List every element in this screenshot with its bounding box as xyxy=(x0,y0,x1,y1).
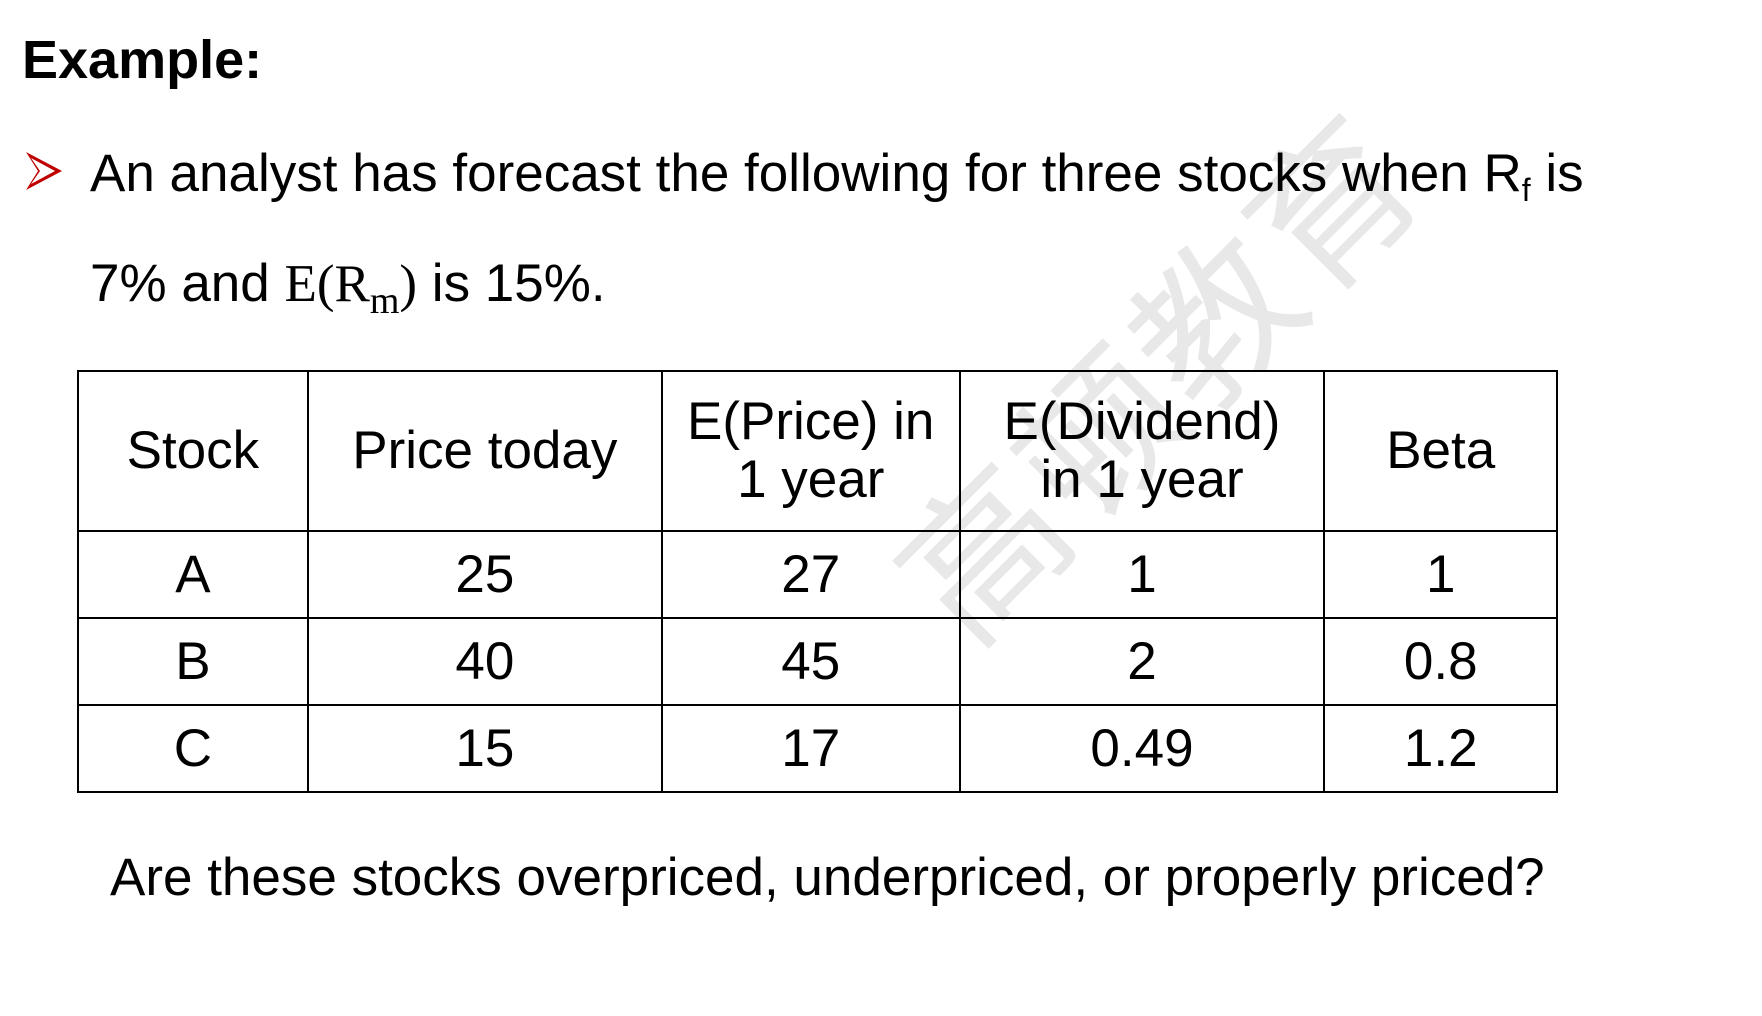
cell-stock: C xyxy=(77,704,309,793)
cell-expected-price: 27 xyxy=(660,530,961,619)
header-expected-price-line2: 1 year xyxy=(737,450,885,509)
table-header-row: Stock Price today E(Price) in 1 year E(Di… xyxy=(77,370,1558,532)
cell-stock: B xyxy=(77,617,309,706)
header-price-today: Price today xyxy=(306,370,663,532)
header-expected-price-line1: E(Price) in xyxy=(687,392,935,451)
bullet-text-line-2: 7% and E(Rm) is 15%. xyxy=(90,252,606,322)
cell-beta: 1.2 xyxy=(1323,704,1558,793)
cell-price-today: 25 xyxy=(306,530,663,619)
expected-market-return-open: E(R xyxy=(284,255,370,313)
cell-expected-price: 45 xyxy=(660,617,961,706)
cell-beta: 0.8 xyxy=(1323,617,1558,706)
cell-price-today: 40 xyxy=(306,617,663,706)
stock-forecast-table: Stock Price today E(Price) in 1 year E(Di… xyxy=(77,370,1558,793)
bullet-line2-suffix: is 15%. xyxy=(417,254,606,313)
cell-price-today: 15 xyxy=(306,704,663,793)
rm-subscript: m xyxy=(369,280,400,322)
expected-market-return-close: ) xyxy=(399,255,418,313)
header-expected-dividend: E(Dividend) in 1 year xyxy=(958,370,1326,532)
table-row: A 25 27 1 1 xyxy=(77,530,1558,619)
cell-stock: A xyxy=(77,530,309,619)
slide-title: Example: xyxy=(22,30,263,90)
table-row: C 15 17 0.49 1.2 xyxy=(77,704,1558,793)
header-expected-dividend-line2: in 1 year xyxy=(1040,450,1244,509)
cell-expected-price: 17 xyxy=(660,704,961,793)
rf-subscript: f xyxy=(1521,172,1531,208)
bullet-line1-prefix: An analyst has forecast the following fo… xyxy=(90,144,1522,203)
arrowhead-bullet-icon xyxy=(26,152,62,190)
cell-expected-dividend: 2 xyxy=(958,617,1326,706)
cell-beta: 1 xyxy=(1323,530,1558,619)
header-beta: Beta xyxy=(1323,370,1558,532)
header-expected-dividend-line1: E(Dividend) xyxy=(1003,392,1281,451)
header-stock: Stock xyxy=(77,370,309,532)
cell-expected-dividend: 1 xyxy=(958,530,1326,619)
bullet-line1-suffix: is xyxy=(1530,144,1584,203)
header-expected-price: E(Price) in 1 year xyxy=(660,370,961,532)
bullet-line2-prefix: 7% and xyxy=(90,254,285,313)
table-row: B 40 45 2 0.8 xyxy=(77,617,1558,706)
cell-expected-dividend: 0.49 xyxy=(958,704,1326,793)
question-text: Are these stocks overpriced, underpriced… xyxy=(110,848,1545,907)
bullet-text-line-1: An analyst has forecast the following fo… xyxy=(90,142,1584,212)
